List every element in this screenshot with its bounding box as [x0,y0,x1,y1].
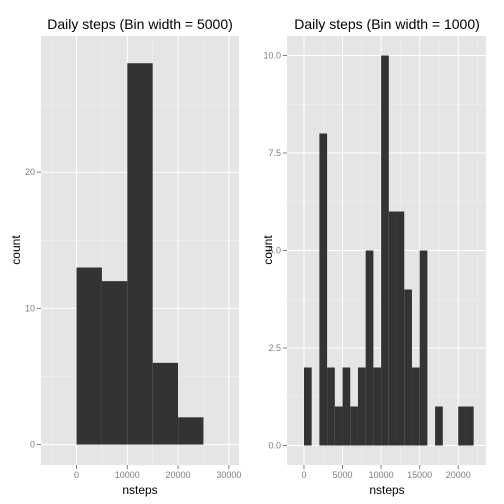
histogram-bar [381,55,389,446]
histogram-bar [458,406,466,446]
histogram-bar [404,289,412,446]
x-tick-label: 0 [74,470,79,480]
x-tick-label: 0 [301,470,306,480]
histogram-bar [357,367,366,446]
y-axis-title: count [9,235,23,265]
y-tick-label: 2.5 [268,343,281,353]
y-tick-label: 20 [25,167,35,177]
x-tick-label: 20000 [166,470,191,480]
histogram-binwidth-1000: 0 5000 10000 15000 20000 0.0 2.5 5.0 7.5 10.0 Da… [261,16,486,497]
histogram-bars [76,63,204,445]
x-tick-label: 10000 [369,470,394,480]
histogram-bar [342,367,351,446]
y-axis-title: count [261,235,275,265]
histogram-bar [396,211,405,446]
histogram-bar [178,417,204,445]
x-tick-label: 30000 [216,470,241,480]
y-tick-label: 0.0 [268,441,281,451]
histogram-bar [327,367,335,446]
histogram-bar [373,367,382,446]
y-tick-label: 10.0 [263,51,281,61]
x-tick-label: 10000 [115,470,140,480]
y-axis-ticks: 0.0 2.5 5.0 7.5 10.0 [263,51,287,451]
x-axis-ticks: 0 10000 20000 30000 [74,465,241,480]
histogram-bar [465,406,474,446]
histogram-bar [334,406,343,446]
y-tick-label: 7.5 [268,148,281,158]
histogram-bar [76,267,102,445]
x-tick-label: 5000 [333,470,353,480]
chart-title: Daily steps (Bin width = 1000) [294,16,480,32]
histogram-bar [388,211,397,446]
histogram-bar [435,406,443,446]
histogram-bar [350,406,358,446]
x-tick-label: 20000 [446,470,471,480]
histogram-bar [127,63,153,445]
histogram-bar [411,367,420,446]
x-axis-ticks: 0 5000 10000 15000 20000 [301,465,471,480]
histogram-bar [152,362,179,445]
histogram-bar [365,250,374,446]
histogram-bars [303,55,474,446]
y-tick-label: 5.0 [268,246,281,256]
histogram-bar [419,250,428,446]
y-tick-label: 10 [25,303,35,313]
histogram-binwidth-5000: 0 10000 20000 30000 0 10 20 Daily steps (Bin … [9,16,241,497]
histogram-bar [101,281,128,445]
chart-title: Daily steps (Bin width = 5000) [47,16,233,32]
x-axis-title: nsteps [369,483,404,497]
x-axis-title: nsteps [122,483,157,497]
x-tick-label: 15000 [407,470,432,480]
y-axis-ticks: 0 10 20 [25,167,41,450]
histogram-bar [319,133,328,446]
histogram-bar [303,367,312,446]
y-tick-label: 0 [30,440,35,450]
